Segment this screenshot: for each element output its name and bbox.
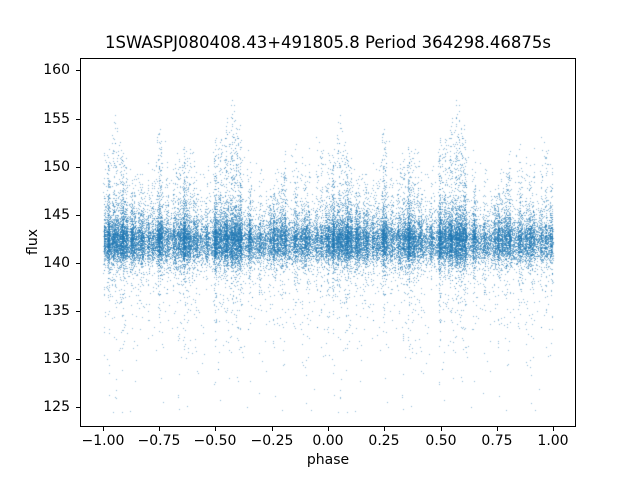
x-tick — [159, 427, 160, 431]
x-axis-label: phase — [306, 452, 350, 468]
x-tick-label: −0.50 — [193, 433, 237, 449]
y-tick — [76, 311, 80, 312]
x-tick — [553, 427, 554, 431]
x-tick — [103, 427, 104, 431]
y-tick — [76, 70, 80, 71]
y-tick-label: 145 — [43, 207, 70, 223]
y-tick — [76, 119, 80, 120]
scatter-canvas — [81, 59, 575, 426]
y-tick-label: 140 — [43, 255, 70, 271]
y-tick-label: 160 — [43, 62, 70, 78]
y-tick — [76, 407, 80, 408]
y-tick-label: 135 — [43, 303, 70, 319]
x-tick — [497, 427, 498, 431]
x-tick-label: 1.00 — [537, 433, 569, 449]
x-tick — [272, 427, 273, 431]
plot-area — [80, 58, 576, 427]
x-tick-label: 0.50 — [425, 433, 457, 449]
x-tick-label: −0.25 — [250, 433, 294, 449]
x-tick-label: −0.75 — [137, 433, 181, 449]
y-tick-label: 130 — [43, 351, 70, 367]
y-tick — [76, 215, 80, 216]
x-tick-label: 0.00 — [312, 433, 344, 449]
x-tick — [441, 427, 442, 431]
y-tick-label: 125 — [43, 399, 70, 415]
x-tick-label: −1.00 — [81, 433, 125, 449]
y-tick-label: 150 — [43, 159, 70, 175]
x-tick — [384, 427, 385, 431]
x-tick-label: 0.25 — [368, 433, 400, 449]
y-tick-label: 155 — [43, 111, 70, 127]
x-tick-label: 0.75 — [481, 433, 513, 449]
chart-title: 1SWASPJ080408.43+491805.8 Period 364298.… — [105, 33, 551, 52]
y-tick — [76, 263, 80, 264]
x-tick — [328, 427, 329, 431]
x-tick — [215, 427, 216, 431]
y-axis-label: flux — [25, 229, 41, 255]
y-tick — [76, 167, 80, 168]
y-tick — [76, 359, 80, 360]
